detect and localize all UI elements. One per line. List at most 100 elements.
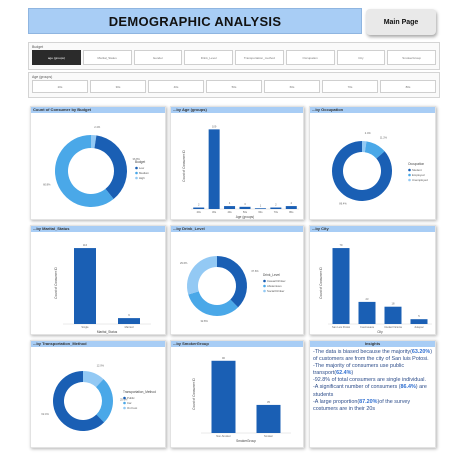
slice-data-label: 32.8% xyxy=(200,319,208,323)
age-slicer-option[interactable]: 30s xyxy=(90,80,146,93)
insight-item: -The majority of consumers use public tr… xyxy=(313,363,405,377)
transport-card: ...by Transportation_Method 12.0% 25.6% 62… xyxy=(30,340,166,448)
legend-marker xyxy=(135,171,138,175)
age-slicer-option[interactable]: 60s xyxy=(264,80,320,93)
bar[interactable] xyxy=(193,207,205,209)
insight-highlight: 86.4% xyxy=(400,384,416,391)
x-tick-label: 40s xyxy=(227,210,232,214)
bar-data-label: 35 xyxy=(267,400,270,404)
x-tick-label: Cuernavaca xyxy=(360,325,375,329)
age-slicer-option[interactable]: 70s xyxy=(322,80,378,93)
bar[interactable] xyxy=(410,319,428,324)
legend-marker xyxy=(408,178,411,182)
bar[interactable] xyxy=(208,129,220,209)
budget-slicer-option[interactable]: Marital_Status xyxy=(82,50,132,65)
bar-data-label: 18 xyxy=(392,302,395,306)
bar[interactable] xyxy=(332,248,350,324)
bar[interactable] xyxy=(384,306,402,324)
x-tick-label: 70s xyxy=(274,210,279,214)
donut-slice[interactable] xyxy=(217,256,247,308)
donut-slice[interactable] xyxy=(91,135,97,149)
main-page-button-label: Main Page xyxy=(383,18,419,26)
insight-item: -The data is biased because the majority… xyxy=(313,349,432,363)
bar[interactable] xyxy=(270,207,282,209)
budget-slicer-option[interactable]: Gender xyxy=(133,50,183,65)
bar[interactable] xyxy=(358,301,376,324)
age-bar-chart[interactable]: 2 20s 109 30s 4 40s 3 50s 1 60s 2 70s 4 80s Age (group… xyxy=(171,113,305,221)
donut-slice[interactable] xyxy=(187,256,217,295)
slice-data-label: 60.8% xyxy=(43,182,51,186)
city-bar-chart[interactable]: 79 San Luis Potosi 23 Cuernavaca 18 Ciudad Vi… xyxy=(310,232,437,336)
budget-slicer-option[interactable]: City xyxy=(336,50,386,65)
age-slicer-option[interactable]: 40s xyxy=(148,80,204,93)
bar[interactable] xyxy=(254,208,266,209)
donut-slice[interactable] xyxy=(83,371,104,388)
donut-slice[interactable] xyxy=(188,291,239,316)
age-card: ...by Age (groups) 2 20s 109 30s 4 40s 3 50s 1 60… xyxy=(170,106,304,220)
x-tick-label: Married xyxy=(125,325,134,329)
slice-data-label: 62.4% xyxy=(41,412,49,416)
x-tick-label: Ciudad Victoria xyxy=(384,325,402,329)
drink-donut-chart[interactable]: 37.6% 32.8% 29.6% Drink_Level Casual Drinker… xyxy=(171,232,305,336)
legend-title: Budget xyxy=(135,160,145,164)
budget-slicer-option[interactable]: Drink_Level xyxy=(184,50,233,65)
donut-slice[interactable] xyxy=(364,141,385,159)
insight-highlight: 87.20% xyxy=(359,398,378,405)
x-tick-label: 20s xyxy=(197,210,202,214)
x-tick-label: Jiutepec xyxy=(414,325,424,329)
donut-slice[interactable] xyxy=(54,135,114,207)
donut-slice[interactable] xyxy=(362,141,367,153)
transport-card-title: ...by Transportation_Method xyxy=(31,341,165,347)
bar[interactable] xyxy=(118,318,140,324)
budget-slicer-option[interactable]: Transportation_method xyxy=(235,50,284,65)
x-tick-label: 80s xyxy=(289,210,294,214)
age-slicer-option[interactable]: 50s xyxy=(206,80,262,93)
legend-title: Drink_Level xyxy=(263,273,280,277)
donut-slice[interactable] xyxy=(96,379,114,423)
legend-title: Occupation xyxy=(408,162,424,166)
bar-data-label: 90 xyxy=(222,356,225,360)
x-tick-label: 30s xyxy=(212,210,217,214)
legend-marker xyxy=(135,176,138,180)
drink-card-title: ...by Drink_Level xyxy=(171,226,303,232)
donut-slice[interactable] xyxy=(94,135,127,200)
main-page-button[interactable]: Main Page xyxy=(366,9,436,35)
donut-slice[interactable] xyxy=(53,371,105,431)
bar[interactable] xyxy=(256,404,281,433)
budget-slicer-option[interactable]: Occupation xyxy=(285,50,335,65)
bar-data-label: 116 xyxy=(83,243,88,247)
x-axis-title: Marital_Status xyxy=(97,330,118,334)
bar[interactable] xyxy=(239,206,251,209)
slice-data-label: 2.4% xyxy=(365,131,372,135)
bar[interactable] xyxy=(211,360,236,433)
donut-slice[interactable] xyxy=(332,141,392,201)
marital-bar-chart[interactable]: 116 Single 9 Married Marital_Status Count of … xyxy=(31,232,167,336)
bar[interactable] xyxy=(224,206,236,209)
page-title: DEMOGRAPHIC ANALYSIS xyxy=(108,13,282,29)
slice-data-label: 29.6% xyxy=(180,261,188,265)
transport-donut-chart[interactable]: 12.0% 25.6% 62.4% Transportation_Method Publ… xyxy=(31,347,167,449)
slice-data-label: 25.6% xyxy=(120,398,128,402)
bar-data-label: 2 xyxy=(275,203,277,207)
smoker-bar-chart[interactable]: 90 Non-Smoker 35 Smoker SmokerGroup Count of … xyxy=(171,347,305,449)
age-slicer-option[interactable]: 20s xyxy=(32,80,88,93)
y-axis-title: Count of Consumer ID xyxy=(182,149,186,181)
marital-card: ...by Marital_Status 116 Single 9 Married Ma… xyxy=(30,225,166,335)
bar-data-label: 2 xyxy=(198,203,200,207)
legend-label: Casual Drinker xyxy=(267,279,286,283)
legend-label: Social Drinker xyxy=(267,289,284,293)
budget-slicer-label: Budget xyxy=(32,45,44,49)
age-slicer-option[interactable]: 80s xyxy=(380,80,436,93)
budget-slicer-option[interactable]: SmokerGroup xyxy=(387,50,436,65)
budget-slicer-option[interactable]: age (groups) xyxy=(32,50,81,65)
bar[interactable] xyxy=(285,206,297,209)
budget-card-title: Count of Consumer by Budget xyxy=(31,107,165,113)
bar-data-label: 9 xyxy=(128,313,130,317)
bar-data-label: 109 xyxy=(212,124,217,128)
bar-data-label: 5 xyxy=(418,314,420,318)
bar[interactable] xyxy=(74,248,96,324)
occupation-donut-chart[interactable]: 2.4% 11.2% 86.4% Occupation StudentEmployedU… xyxy=(310,113,437,221)
insight-item: -92.8% of total consumers are single ind… xyxy=(313,377,426,384)
age-card-title: ...by Age (groups) xyxy=(171,107,303,113)
